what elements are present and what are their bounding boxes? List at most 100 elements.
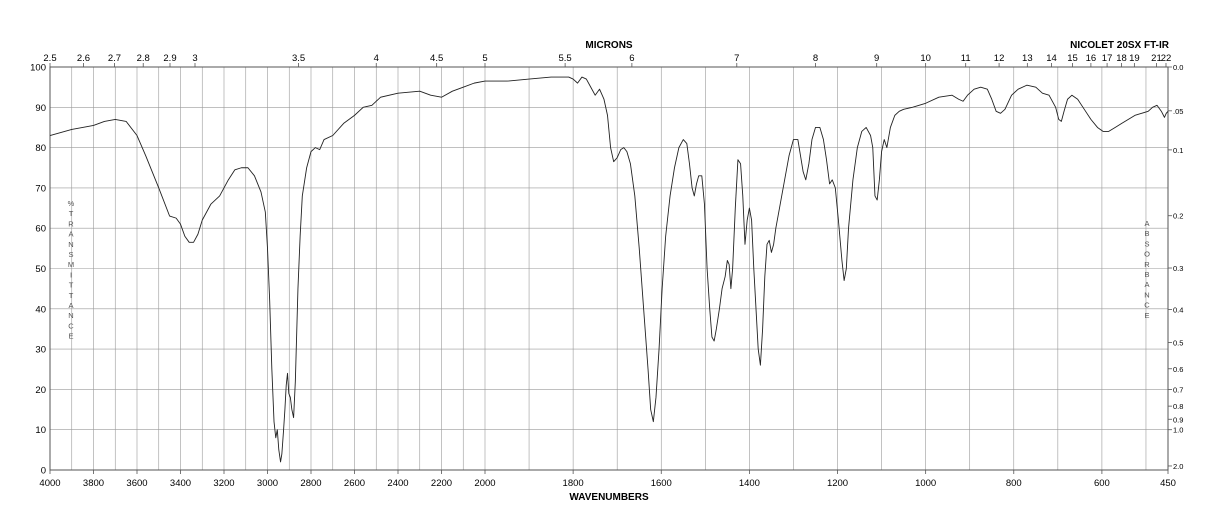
absorbance-tick-label: 0.5 bbox=[1173, 339, 1183, 348]
absorbance-tick-label: 0.8 bbox=[1173, 402, 1183, 411]
transmittance-tick-label: 100 bbox=[30, 63, 46, 74]
micron-tick-label: 9 bbox=[874, 53, 879, 64]
absorbance-tick-label: 1.0 bbox=[1173, 426, 1183, 435]
micron-tick-label: 2.9 bbox=[163, 53, 176, 64]
absorbance-tick-label: 0.4 bbox=[1173, 306, 1183, 315]
absorbance-tick-label: .05 bbox=[1173, 107, 1183, 116]
micron-tick-label: 12 bbox=[994, 53, 1005, 64]
axis-title-letter: E bbox=[68, 332, 73, 341]
micron-tick-label: 6 bbox=[629, 53, 634, 64]
axis-title-letter: I bbox=[70, 270, 72, 279]
axis-title-letter: A bbox=[68, 301, 73, 310]
transmittance-tick-label: 40 bbox=[35, 304, 46, 315]
micron-tick-label: 3.5 bbox=[292, 53, 305, 64]
wavenumber-tick-label: 3200 bbox=[213, 478, 234, 489]
wavenumber-tick-label: 800 bbox=[1006, 478, 1022, 489]
wavenumber-tick-label: 450 bbox=[1160, 478, 1176, 489]
axis-title-letter: T bbox=[69, 291, 74, 300]
absorbance-tick-label: 0.2 bbox=[1173, 212, 1183, 221]
axis-title-letter: B bbox=[1144, 270, 1149, 279]
micron-tick-label: 17 bbox=[1102, 53, 1113, 64]
wavenumber-tick-label: 3600 bbox=[126, 478, 147, 489]
axis-title-letter: A bbox=[68, 230, 73, 239]
micron-tick-label: 2.7 bbox=[108, 53, 121, 64]
transmittance-tick-label: 10 bbox=[35, 425, 46, 436]
wavenumber-tick-label: 2000 bbox=[474, 478, 495, 489]
axis-title-letter: M bbox=[68, 260, 74, 269]
micron-tick-label: 21 bbox=[1151, 53, 1162, 64]
wavenumber-tick-label: 2800 bbox=[300, 478, 321, 489]
axis-title-letter: N bbox=[1144, 290, 1149, 299]
transmittance-tick-label: 30 bbox=[35, 345, 46, 356]
microns-axis-title: MICRONS bbox=[585, 40, 633, 51]
transmittance-tick-label: 70 bbox=[35, 183, 46, 194]
axis-title-letter: N bbox=[68, 311, 73, 320]
transmittance-tick-label: 80 bbox=[35, 143, 46, 154]
spectrum-line bbox=[49, 76, 1169, 463]
wavenumber-tick-label: 1000 bbox=[915, 478, 936, 489]
axis-title-letter: B bbox=[1144, 229, 1149, 238]
transmittance-tick-label: 60 bbox=[35, 224, 46, 235]
wavenumber-tick-label: 2600 bbox=[344, 478, 365, 489]
absorbance-tick-label: 0.0 bbox=[1173, 63, 1183, 72]
micron-tick-label: 5 bbox=[482, 53, 487, 64]
micron-tick-label: 10 bbox=[920, 53, 931, 64]
wavenumber-tick-label: 2400 bbox=[387, 478, 408, 489]
axis-title-letter: N bbox=[68, 240, 73, 249]
axis-title-letter: A bbox=[1144, 280, 1149, 289]
wavenumber-tick-label: 1400 bbox=[739, 478, 760, 489]
micron-tick-label: 4 bbox=[374, 53, 379, 64]
absorbance-tick-label: 0.1 bbox=[1173, 146, 1183, 155]
axis-title-letter: R bbox=[1144, 260, 1150, 269]
wavenumbers-axis-title: WAVENUMBERS bbox=[569, 492, 649, 503]
axis-title-letter: T bbox=[69, 281, 74, 290]
micron-tick-label: 4.5 bbox=[430, 53, 443, 64]
wavenumber-tick-label: 3400 bbox=[170, 478, 191, 489]
instrument-label: NICOLET 20SX FT-IR bbox=[1070, 40, 1170, 51]
absorbance-tick-label: 0.9 bbox=[1173, 415, 1183, 424]
transmittance-tick-label: 0 bbox=[41, 466, 46, 477]
transmittance-tick-label: 90 bbox=[35, 103, 46, 114]
axis-title-letter: S bbox=[68, 250, 73, 259]
micron-tick-label: 13 bbox=[1022, 53, 1033, 64]
micron-tick-label: 3 bbox=[192, 53, 197, 64]
absorbance-tick-label: 0.6 bbox=[1173, 365, 1183, 374]
micron-tick-label: 18 bbox=[1116, 53, 1127, 64]
axis-title-letter: R bbox=[68, 219, 74, 228]
wavenumber-tick-label: 600 bbox=[1094, 478, 1110, 489]
axis-title-letter: C bbox=[68, 321, 74, 330]
micron-tick-label: 15 bbox=[1067, 53, 1078, 64]
transmittance-tick-label: 50 bbox=[35, 264, 46, 275]
axis-title-letter: S bbox=[1144, 239, 1149, 248]
absorbance-tick-label: 2.0 bbox=[1173, 462, 1183, 471]
wavenumber-tick-label: 3800 bbox=[83, 478, 104, 489]
micron-tick-label: 19 bbox=[1129, 53, 1140, 64]
wavenumber-tick-label: 1600 bbox=[651, 478, 672, 489]
micron-tick-label: 8 bbox=[813, 53, 818, 64]
micron-tick-label: 2.8 bbox=[137, 53, 150, 64]
axis-title-letter: % bbox=[68, 199, 75, 208]
micron-tick-label: 2.6 bbox=[77, 53, 90, 64]
micron-tick-label: 11 bbox=[961, 53, 971, 64]
plot-frame bbox=[49, 66, 1169, 471]
micron-tick-label: 16 bbox=[1086, 53, 1097, 64]
wavenumber-tick-label: 1200 bbox=[827, 478, 848, 489]
axis-title-letter: E bbox=[1144, 311, 1149, 320]
micron-tick-label: 7 bbox=[734, 53, 739, 64]
micron-tick-label: 2.5 bbox=[43, 53, 56, 64]
wavenumber-tick-label: 3000 bbox=[257, 478, 278, 489]
axis-title-letter: O bbox=[1144, 250, 1150, 259]
micron-tick-label: 5.5 bbox=[559, 53, 572, 64]
transmittance-tick-label: 20 bbox=[35, 385, 46, 396]
wavenumber-tick-label: 2200 bbox=[431, 478, 452, 489]
absorbance-tick-label: 0.3 bbox=[1173, 264, 1183, 273]
wavenumber-tick-label: 1800 bbox=[563, 478, 584, 489]
micron-tick-label: 14 bbox=[1046, 53, 1057, 64]
axis-title-letter: A bbox=[1144, 219, 1149, 228]
axis-title-letter: T bbox=[69, 209, 74, 218]
